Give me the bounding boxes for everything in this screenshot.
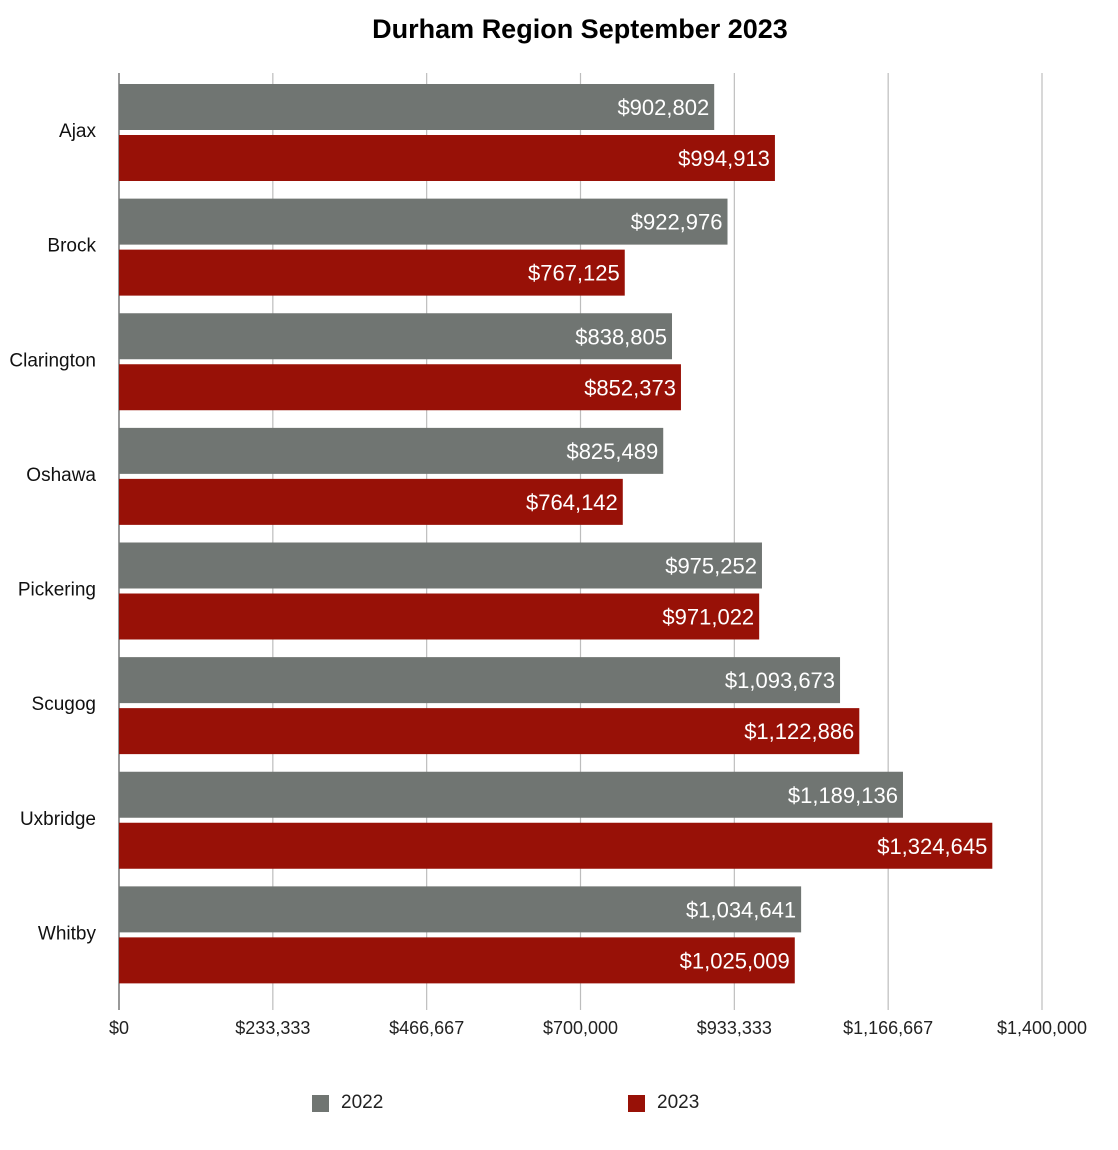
category-label: Clarington — [9, 350, 96, 371]
legend-swatch-2023 — [628, 1094, 645, 1112]
category-label: Whitby — [38, 923, 97, 944]
bar-2023-clarington[interactable] — [119, 364, 681, 411]
category-label: Uxbridge — [20, 809, 96, 830]
data-label: $1,122,886 — [744, 719, 854, 744]
bar-2023-ajax[interactable] — [119, 135, 775, 181]
bar-2022-uxbridge[interactable] — [119, 771, 903, 818]
data-labels: $902,802 $994,913 $922,976 $767,125 $838,805… — [526, 95, 987, 973]
chart-title: Durham Region September 2023 — [372, 14, 788, 44]
data-label: $975,252 — [665, 554, 757, 579]
bar-2023-brock[interactable] — [119, 249, 625, 296]
bar-2022-whitby[interactable] — [119, 886, 802, 933]
bar-2022-scugog[interactable] — [119, 657, 841, 704]
category-label: Ajax — [59, 121, 96, 142]
data-label: $764,142 — [526, 490, 618, 515]
data-label: $838,805 — [575, 324, 667, 349]
bar-2023-scugog[interactable] — [119, 708, 860, 755]
x-tick-label: $0 — [109, 1018, 129, 1038]
category-label: Oshawa — [26, 465, 96, 486]
legend-label-2022: 2022 — [341, 1092, 384, 1113]
data-label: $852,373 — [584, 375, 676, 400]
category-label: Brock — [47, 236, 96, 257]
data-label: $1,034,641 — [686, 897, 796, 922]
data-label: $902,802 — [617, 95, 709, 120]
data-label: $922,976 — [631, 210, 723, 235]
data-label: $825,489 — [566, 439, 658, 464]
legend-item-2022[interactable]: 2022 — [312, 1092, 383, 1114]
bar-2023-pickering[interactable] — [119, 593, 760, 640]
bar-2022-clarington[interactable] — [119, 313, 673, 360]
category-labels: Ajax Brock Clarington Oshawa Pickering Scugog… — [9, 121, 96, 944]
bar-2022-oshawa[interactable] — [119, 427, 664, 474]
data-label: $767,125 — [528, 261, 620, 286]
data-label: $971,022 — [662, 605, 754, 630]
x-tick-label: $1,166,667 — [843, 1018, 933, 1038]
x-tick-label: $933,333 — [697, 1018, 772, 1038]
data-label: $1,025,009 — [680, 948, 790, 973]
bar-2023-whitby[interactable] — [119, 937, 795, 984]
bar-2022-pickering[interactable] — [119, 542, 762, 589]
category-label: Scugog — [32, 694, 96, 715]
x-tick-label: $233,333 — [235, 1018, 310, 1038]
legend-swatch-2022 — [312, 1094, 329, 1112]
x-tick-label: $466,667 — [389, 1018, 464, 1038]
x-tick-label: $700,000 — [543, 1018, 618, 1038]
data-label: $1,093,673 — [725, 668, 835, 693]
bar-2023-uxbridge[interactable] — [119, 822, 993, 869]
data-label: $1,189,136 — [788, 783, 898, 808]
x-tick-label: $1,400,000 — [997, 1018, 1087, 1038]
bars — [119, 84, 993, 984]
x-axis-ticks: $0 $233,333 $466,667 $700,000 $933,333 $1,166… — [109, 1018, 1087, 1038]
data-label: $994,913 — [678, 146, 770, 171]
bar-2022-ajax[interactable] — [119, 84, 715, 130]
category-label: Pickering — [18, 580, 96, 601]
legend-item-2023[interactable]: 2023 — [628, 1092, 699, 1114]
bar-2023-oshawa[interactable] — [119, 478, 623, 525]
data-label: $1,324,645 — [877, 834, 987, 859]
bar-2022-brock[interactable] — [119, 198, 728, 245]
legend-label-2023: 2023 — [657, 1092, 700, 1113]
